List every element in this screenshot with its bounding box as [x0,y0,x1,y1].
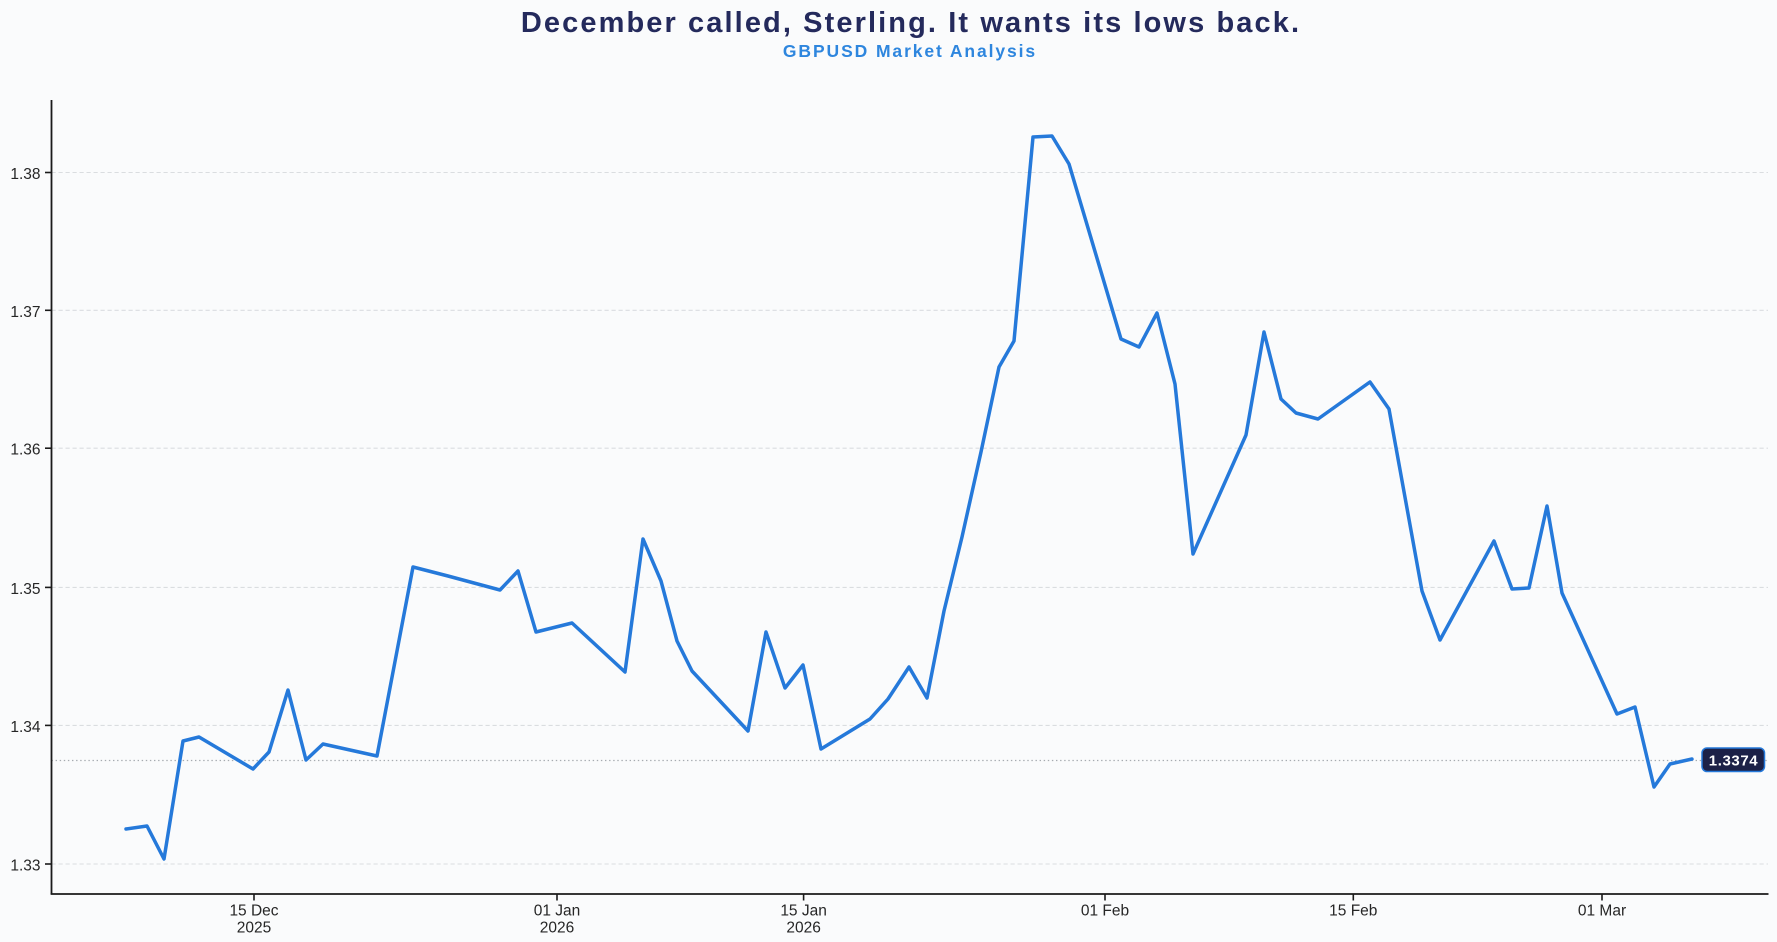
svg-text:01 Mar: 01 Mar [1578,903,1626,920]
svg-text:2026: 2026 [540,920,574,937]
svg-text:01 Feb: 01 Feb [1081,903,1129,920]
svg-text:01 Jan: 01 Jan [534,903,581,920]
svg-text:2026: 2026 [786,920,820,937]
svg-text:15 Dec: 15 Dec [229,903,278,920]
svg-text:1.37: 1.37 [10,304,40,321]
svg-text:1.34: 1.34 [10,719,41,736]
svg-text:15 Jan: 15 Jan [780,903,827,920]
svg-text:2025: 2025 [237,920,271,937]
svg-text:15 Feb: 15 Feb [1329,903,1377,920]
svg-text:1.33: 1.33 [10,858,40,875]
svg-text:1.36: 1.36 [10,442,40,459]
svg-text:1.3374: 1.3374 [1709,752,1759,769]
svg-text:1.38: 1.38 [10,166,40,183]
svg-text:1.35: 1.35 [10,581,40,598]
svg-text:December called, Sterling. It: December called, Sterling. It wants its … [521,7,1301,39]
svg-text:GBPUSD Market Analysis: GBPUSD Market Analysis [783,41,1037,61]
